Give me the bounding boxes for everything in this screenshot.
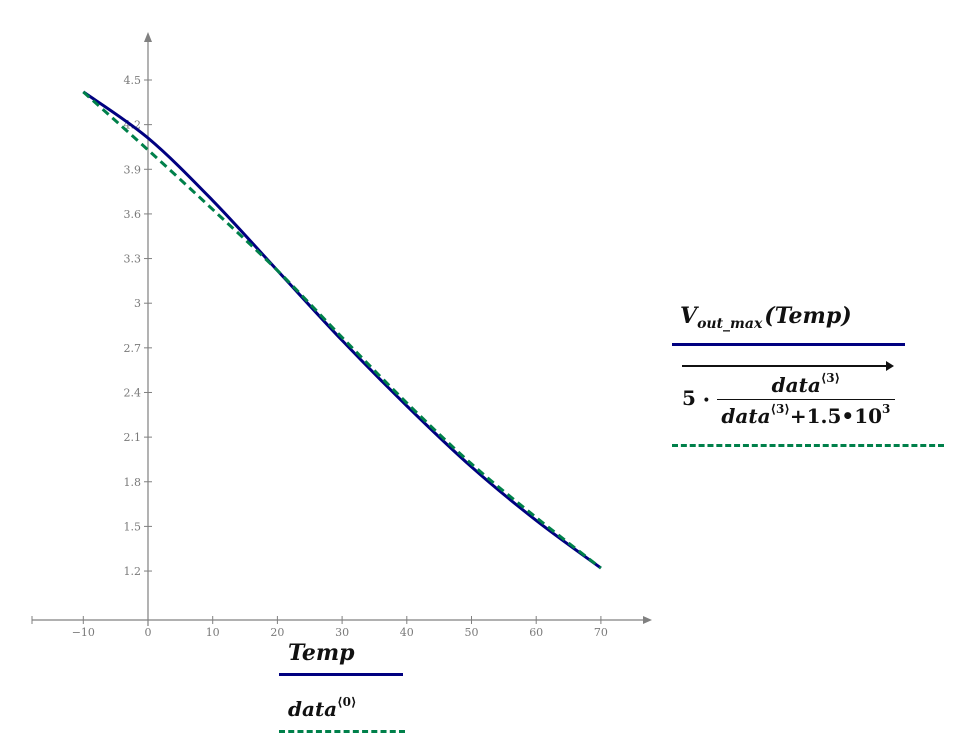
y-expr-2-dot: •: [702, 393, 711, 409]
x-tick-label: 70: [594, 626, 608, 639]
x-legend-line-2: [279, 730, 405, 733]
x-legend: Temp data⟨0⟩: [279, 640, 418, 733]
y-tick-label: 1.2: [124, 565, 142, 578]
x-expr-1: Temp: [288, 640, 355, 666]
y-legend: Vout_max(Temp) 5 • data⟨3⟩ data⟨3⟩+1.5•1…: [672, 303, 960, 447]
y-tick-label: 3.6: [124, 208, 142, 221]
y-tick-label: 3.9: [124, 163, 142, 176]
y-expr-1-base: V: [680, 303, 698, 329]
y-legend-entry-2: 5 • data⟨3⟩ data⟨3⟩+1.5•103: [682, 371, 895, 428]
x-tick-label: 40: [400, 626, 414, 639]
y-legend-line-1: [672, 343, 905, 346]
y-tick-label: 4.5: [124, 74, 142, 87]
x-tick-label: 30: [335, 626, 349, 639]
x-legend-entry-2: data⟨0⟩: [288, 695, 356, 721]
y-legend-entry-1: Vout_max(Temp): [680, 303, 960, 335]
x-expr-2-sup: ⟨0⟩: [337, 695, 357, 709]
y-axis-arrow-icon: [144, 32, 152, 42]
x-tick-label: 0: [145, 626, 152, 639]
vectorize-arrow-icon: [682, 365, 892, 367]
vectorize-arrowhead-icon: [886, 361, 894, 371]
x-legend-entry-1: Temp: [288, 640, 418, 666]
y-tick-label: 1.5: [124, 520, 142, 533]
y-tick-label: 3.3: [124, 253, 142, 266]
y-expr-2-denominator: data⟨3⟩+1.5•103: [721, 402, 891, 428]
y-tick-label: 1.8: [124, 476, 142, 489]
x-tick-label: 20: [270, 626, 284, 639]
x-tick-label: 50: [465, 626, 479, 639]
x-expr-2-base: data: [288, 697, 338, 721]
y-expr-1-sub: out_max: [697, 316, 763, 332]
y-tick-label: 2.1: [124, 431, 142, 444]
y-expr-2-numerator: data⟨3⟩: [716, 371, 895, 400]
y-legend-line-2: [672, 444, 944, 447]
series-layer: [82, 90, 602, 570]
y-expr-2-coef: 5: [682, 386, 696, 410]
y-expr-2-fraction: data⟨3⟩ data⟨3⟩+1.5•103: [716, 371, 895, 428]
y-tick-label: 3: [134, 297, 141, 310]
x-axis-arrow-icon: [643, 616, 652, 624]
x-legend-line-1: [279, 673, 403, 676]
y-expr-1-arg: (Temp): [764, 303, 852, 329]
y-tick-label: 2.7: [124, 342, 142, 355]
y-tick-label: 2.4: [124, 386, 142, 399]
series-vout-max-line: [82, 90, 602, 570]
x-tick-label: −10: [72, 626, 95, 639]
x-tick-label: 10: [206, 626, 220, 639]
x-tick-label: 60: [529, 626, 543, 639]
series-data-ratio-dashed-line: [82, 90, 602, 570]
axes: −10 0 10 20 30 40 50 60 70 1.2 1.5 1.8 2.1 2.4 2.7 3 3.3…: [31, 32, 652, 639]
